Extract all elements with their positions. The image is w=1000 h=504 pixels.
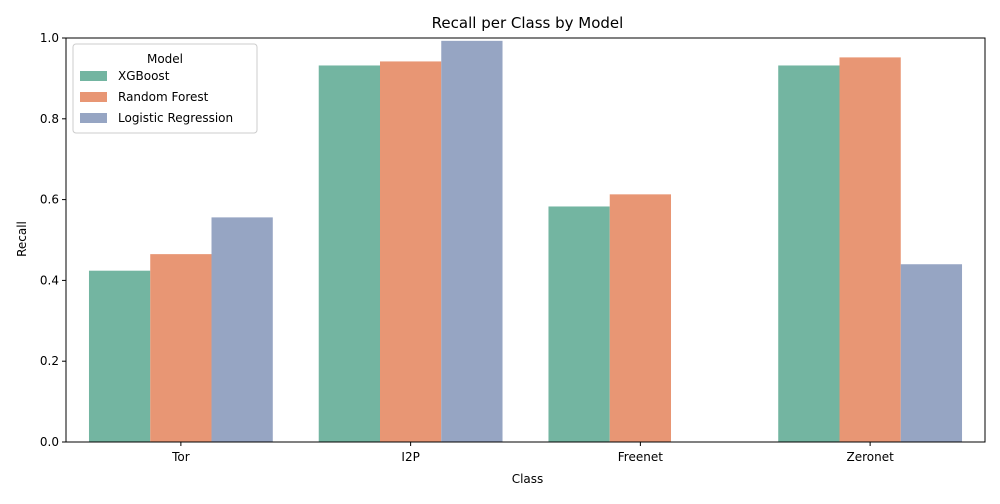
bar — [778, 65, 840, 442]
x-tick-label: Zeronet — [846, 450, 894, 464]
x-axis-label: Class — [512, 472, 544, 486]
bars — [88, 40, 963, 443]
bar — [609, 194, 672, 442]
bar — [441, 40, 503, 442]
legend-box — [72, 43, 258, 134]
legend-label: Logistic Regression — [118, 111, 233, 125]
y-tick-label: 0.8 — [40, 112, 59, 126]
y-tick-label: 0.4 — [40, 273, 59, 287]
legend: Model XGBoost Random Forest Logistic Regre… — [72, 43, 258, 134]
bar — [211, 217, 273, 442]
bar — [839, 57, 901, 442]
bar — [548, 206, 610, 442]
axis-ticks: 0.0 0.2 0.4 0.6 0.8 1.0 Tor I2P Freenet Zeronet — [40, 31, 894, 464]
bar — [379, 61, 442, 443]
bar — [900, 264, 963, 442]
chart-title: Recall per Class by Model — [432, 14, 624, 32]
legend-swatch — [80, 92, 107, 102]
legend-swatch — [80, 71, 107, 81]
legend-title: Model — [147, 52, 183, 66]
legend-items: XGBoost Random Forest Logistic Regression — [80, 69, 233, 125]
bar — [318, 65, 380, 442]
x-tick-label: I2P — [401, 450, 419, 464]
legend-label: XGBoost — [118, 69, 170, 83]
x-tick-label: Tor — [171, 450, 190, 464]
plot-frame — [65, 37, 986, 443]
x-tick-label: Freenet — [618, 450, 663, 464]
y-axis-label: Recall — [15, 221, 29, 257]
y-tick-label: 0.2 — [40, 354, 59, 368]
bar — [88, 270, 151, 442]
legend-swatch — [80, 113, 107, 123]
y-tick-label: 0.6 — [40, 193, 59, 207]
y-tick-label: 1.0 — [40, 31, 59, 45]
bar — [150, 254, 212, 442]
legend-label: Random Forest — [118, 90, 209, 104]
y-tick-label: 0.0 — [40, 435, 59, 449]
